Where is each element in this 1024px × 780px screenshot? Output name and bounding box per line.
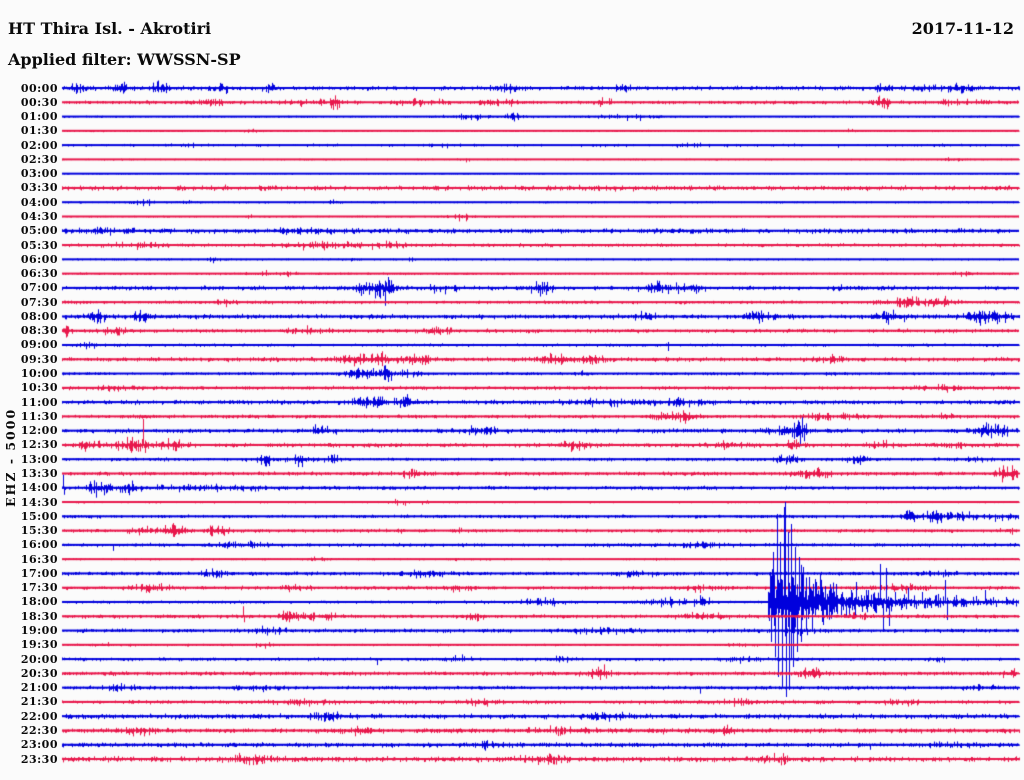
helicorder-page: HT Thira Isl. - Akrotiri Applied filter:…	[0, 0, 1024, 780]
helicorder-canvas	[0, 0, 1024, 780]
